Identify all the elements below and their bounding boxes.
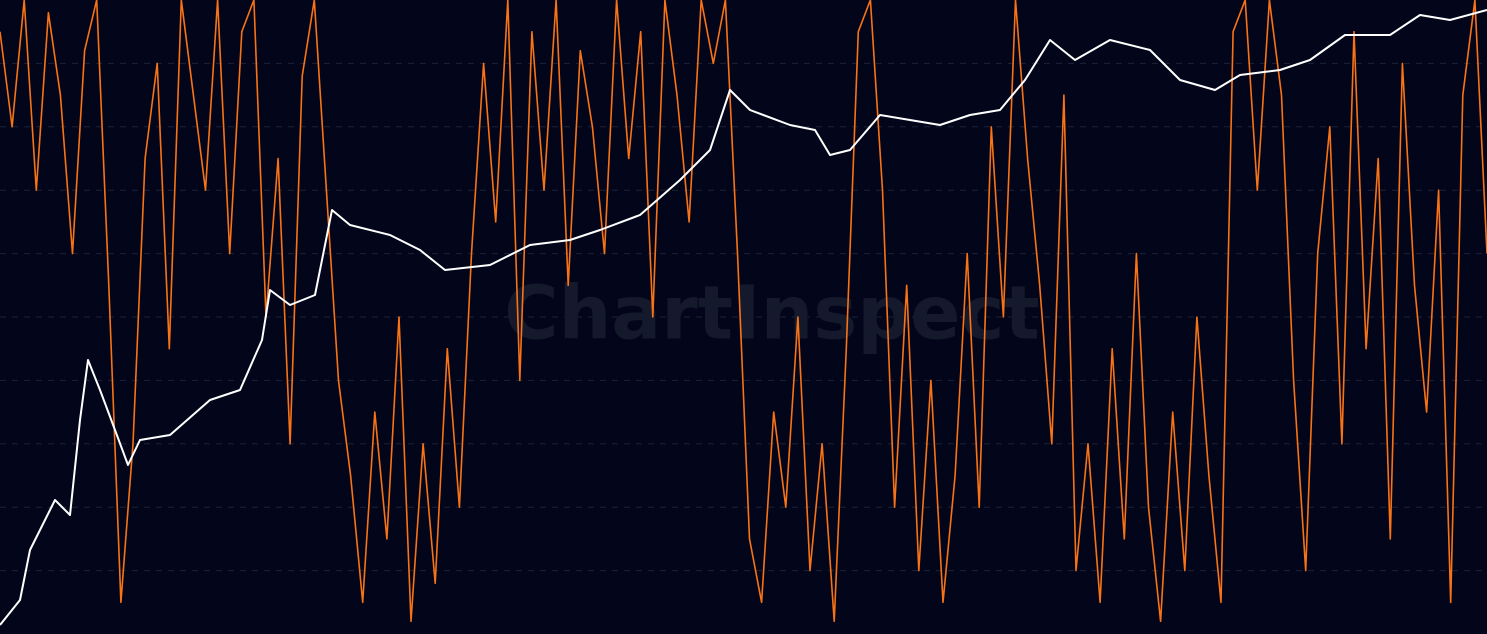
price-line <box>0 9 1487 626</box>
grid <box>0 62 1487 572</box>
watermark: ChartInspect <box>504 271 1039 357</box>
